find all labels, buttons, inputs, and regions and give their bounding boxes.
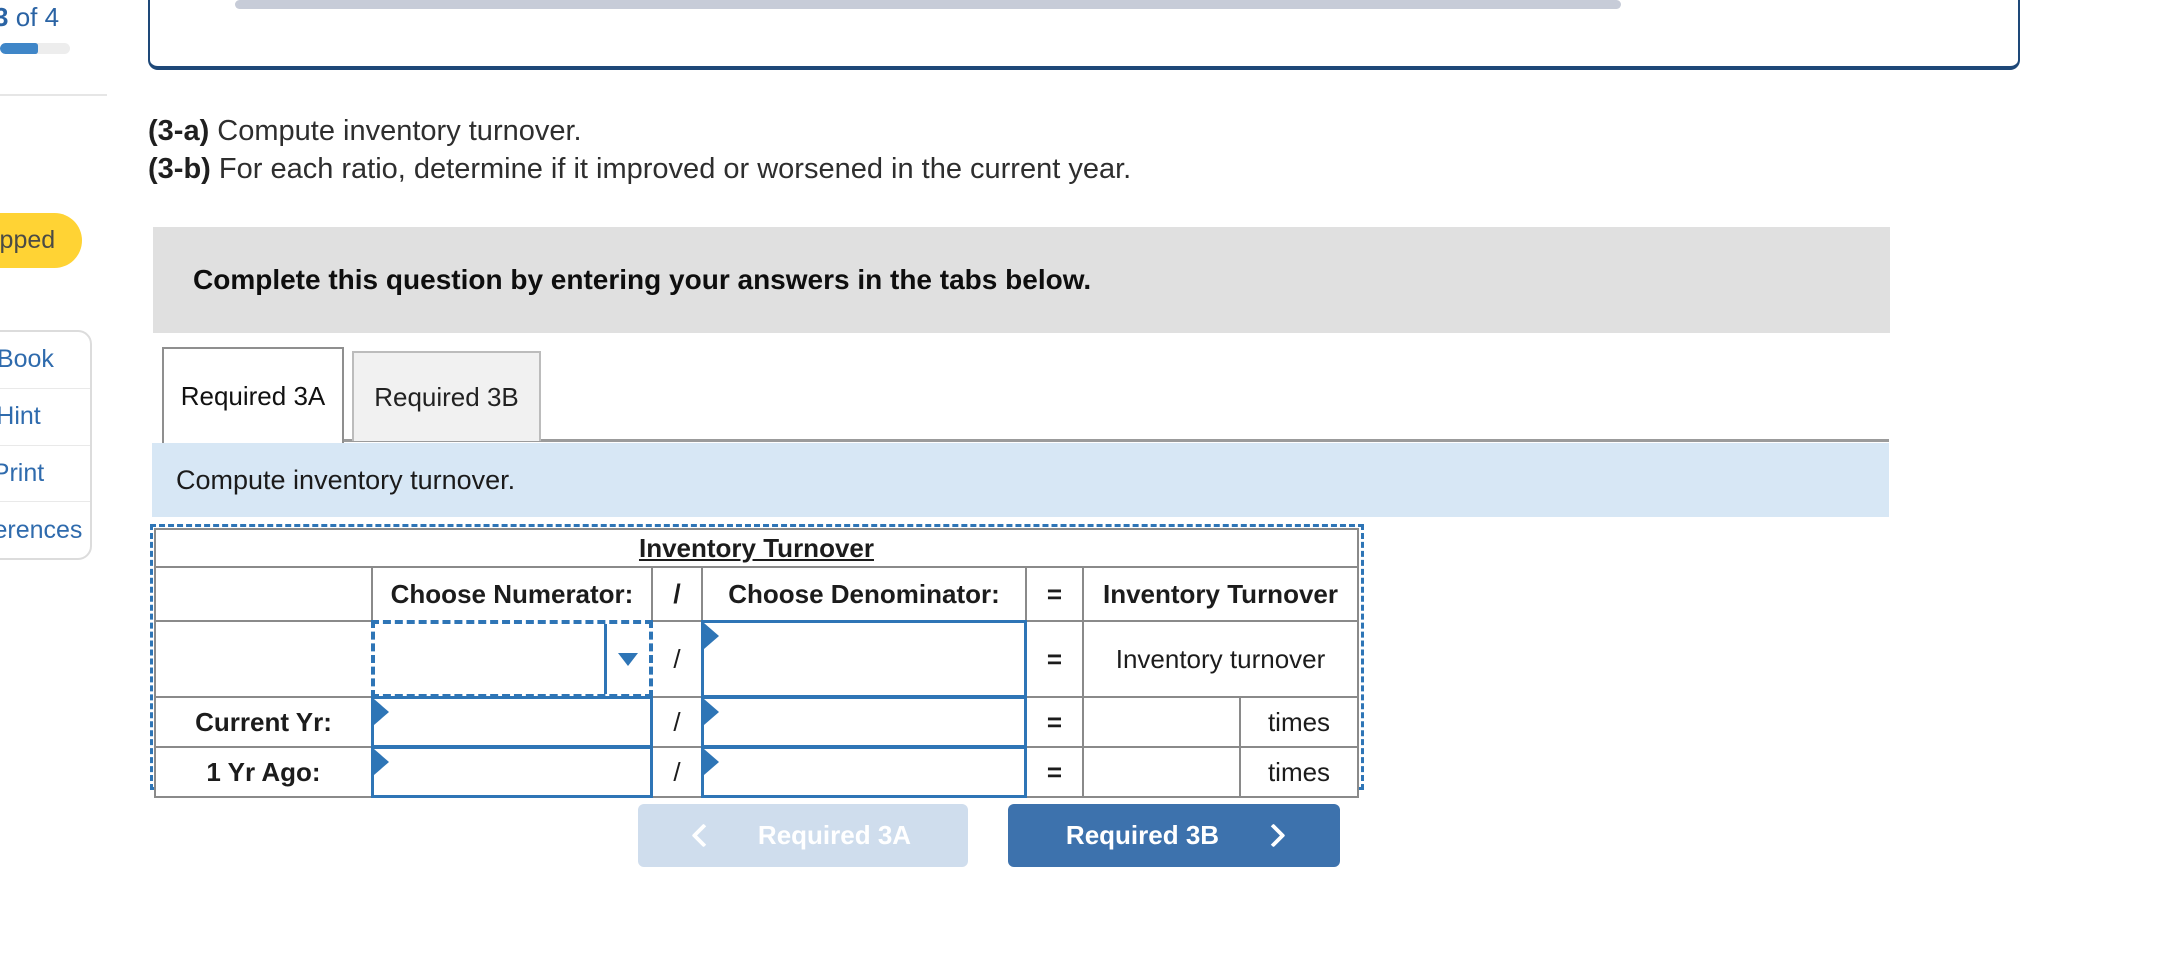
prior-unit: times — [1239, 746, 1359, 798]
resources-card: eBook Hint Print References — [0, 330, 92, 560]
horizontal-scrollbar-thumb[interactable] — [235, 0, 1621, 9]
current-slash: / — [651, 696, 703, 748]
numerator-dropdown-value[interactable] — [375, 624, 604, 694]
prior-denominator-cell — [701, 746, 1027, 798]
current-unit: times — [1239, 696, 1359, 748]
answer-flag-icon — [374, 699, 389, 725]
numerator-dropdown[interactable] — [371, 620, 653, 698]
current-denominator-cell — [701, 696, 1027, 748]
prev-tab-button[interactable]: Required 3A — [638, 804, 968, 867]
progress-bar-fill — [0, 43, 38, 54]
question-position: 3 of 4 — [0, 2, 59, 33]
current-result-box[interactable] — [1084, 698, 1239, 746]
instruction-banner: Complete this question by entering your … — [153, 227, 1890, 333]
header-equals: = — [1025, 566, 1084, 622]
current-result-cell — [1082, 696, 1241, 748]
prev-tab-button-label: Required 3A — [757, 820, 912, 850]
formula-denominator-cell — [701, 620, 1027, 698]
current-numerator-cell — [371, 696, 653, 748]
skipped-badge: Skipped — [0, 213, 82, 268]
next-tab-button-label: Required 3B — [1065, 820, 1220, 850]
formula-slash: / — [651, 620, 703, 698]
question-part-b-label: (3-b) — [148, 153, 211, 185]
prior-result-input[interactable] — [1084, 748, 1239, 796]
question-part-a-text: Compute inventory turnover. — [217, 115, 582, 147]
current-denominator-input[interactable] — [720, 699, 1026, 747]
tab-required-3b[interactable]: Required 3B — [352, 351, 541, 441]
question-position-current: 3 — [0, 2, 9, 32]
current-denominator-input-box[interactable] — [701, 696, 1027, 748]
current-result-input[interactable] — [1084, 698, 1239, 746]
formula-numerator-cell — [371, 620, 653, 698]
answer-flag-icon — [704, 623, 719, 649]
dropdown-arrow-button[interactable] — [604, 624, 649, 694]
prior-year-label: 1 Yr Ago: — [154, 746, 373, 798]
problem-scroll-box — [148, 0, 2020, 70]
current-equals: = — [1025, 696, 1084, 748]
current-year-label: Current Yr: — [154, 696, 373, 748]
tab-panel-instruction: Compute inventory turnover. — [152, 443, 1889, 517]
current-numerator-input[interactable] — [390, 699, 652, 747]
tab-required-3a[interactable]: Required 3A — [162, 347, 344, 443]
formula-row-label — [154, 620, 373, 698]
sidebar-item-references[interactable]: References — [0, 501, 90, 558]
question-part-b-text: For each ratio, determine if it improved… — [218, 153, 1132, 185]
prior-numerator-input-box[interactable] — [371, 746, 653, 798]
answer-table: Inventory Turnover Choose Numerator: / C… — [154, 528, 1359, 798]
prior-slash: / — [651, 746, 703, 798]
chevron-left-icon — [691, 823, 716, 848]
chevron-right-icon — [1261, 823, 1286, 848]
formula-equals: = — [1025, 620, 1084, 698]
chevron-down-icon — [618, 652, 638, 666]
answer-flag-icon — [704, 749, 719, 775]
table-title: Inventory Turnover — [638, 532, 874, 563]
rail-divider — [0, 94, 107, 96]
progress-bar — [0, 43, 70, 54]
formula-denominator-input[interactable] — [720, 623, 1026, 697]
header-denominator: Choose Denominator: — [701, 566, 1027, 622]
prior-denominator-input[interactable] — [720, 749, 1026, 797]
question-part-a-label: (3-a) — [148, 115, 210, 147]
header-result: Inventory Turnover — [1082, 566, 1359, 622]
answer-flag-icon — [704, 699, 719, 725]
sidebar-item-ebook[interactable]: eBook — [0, 345, 54, 374]
prior-result-cell — [1082, 746, 1241, 798]
sidebar-item-hint[interactable]: Hint — [0, 387, 90, 445]
prior-equals: = — [1025, 746, 1084, 798]
answer-table-selection: Inventory Turnover Choose Numerator: / C… — [150, 524, 1364, 798]
prior-result-box[interactable] — [1084, 748, 1239, 796]
header-slash: / — [651, 566, 703, 622]
prior-denominator-input-box[interactable] — [701, 746, 1027, 798]
table-title-cell: Inventory Turnover — [154, 528, 1359, 568]
sidebar-item-print[interactable]: Print — [0, 444, 90, 502]
formula-denominator-input-box[interactable] — [701, 620, 1027, 698]
prior-numerator-cell — [371, 746, 653, 798]
answer-flag-icon — [374, 749, 389, 775]
next-tab-button[interactable]: Required 3B — [1008, 804, 1340, 867]
question-part-a: (3-a) Compute inventory turnover. — [148, 112, 1131, 150]
question-part-b: (3-b) For each ratio, determine if it im… — [148, 150, 1131, 188]
header-numerator: Choose Numerator: — [371, 566, 653, 622]
header-blank-cell — [154, 566, 373, 622]
tab-row-underline — [344, 439, 1889, 442]
question-position-total: of 4 — [15, 2, 60, 32]
question-prompt: (3-a) Compute inventory turnover. (3-b) … — [148, 112, 1131, 188]
formula-result: Inventory turnover — [1082, 620, 1359, 698]
current-numerator-input-box[interactable] — [371, 696, 653, 748]
prior-numerator-input[interactable] — [390, 749, 652, 797]
